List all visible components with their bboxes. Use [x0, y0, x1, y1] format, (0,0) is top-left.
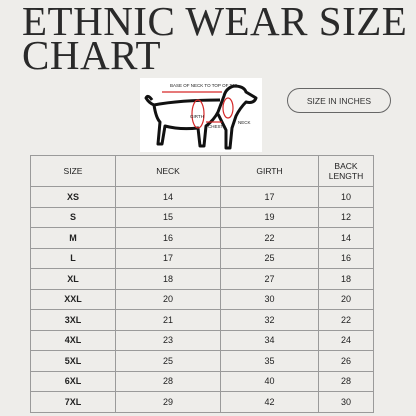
value-cell: 21 — [115, 309, 221, 331]
value-cell: 40 — [220, 370, 319, 392]
column-header: NECK — [115, 155, 221, 187]
size-cell: 6XL — [30, 370, 116, 392]
value-cell: 20 — [115, 288, 221, 310]
table-row: 4XL 23 34 24 — [30, 329, 374, 351]
value-cell: 35 — [220, 350, 319, 372]
value-cell: 34 — [220, 329, 319, 351]
value-cell: 23 — [115, 329, 221, 351]
neck-loop — [222, 97, 234, 119]
size-cell: XS — [30, 186, 116, 208]
value-cell: 18 — [115, 268, 221, 290]
dog-back — [153, 98, 221, 107]
table-body: XS 14 17 10 S 15 19 12 M 16 22 14 L 17 25 16 XL 18 27 18 XXL… — [30, 186, 374, 413]
table-row: 3XL 21 32 22 — [30, 309, 374, 331]
value-cell: 22 — [318, 309, 374, 331]
table-row: XL 18 27 18 — [30, 268, 374, 290]
value-cell: 19 — [220, 206, 319, 228]
size-cell: 3XL — [30, 309, 116, 331]
header-row: SIZE NECK GIRTH BACK LENGTH — [30, 155, 374, 187]
value-cell: 28 — [318, 370, 374, 392]
dog-diagram: BASE OF NECK TO TOP OF TAIL GIRTH CHEST … — [140, 78, 262, 152]
value-cell: 32 — [220, 309, 319, 331]
dog-outline — [144, 84, 258, 150]
diagram-label: BASE OF NECK TO TOP OF TAIL — [170, 83, 239, 88]
column-header: SIZE — [30, 155, 116, 187]
size-cell: L — [30, 247, 116, 269]
value-cell: 22 — [220, 227, 319, 249]
value-cell: 42 — [220, 391, 319, 413]
value-cell: 25 — [220, 247, 319, 269]
value-cell: 12 — [318, 206, 374, 228]
column-header: BACK LENGTH — [318, 155, 374, 187]
value-cell: 30 — [220, 288, 319, 310]
girth-loop — [191, 99, 205, 129]
table-row: M 16 22 14 — [30, 227, 374, 249]
table-row: XXL 20 30 20 — [30, 288, 374, 310]
diagram-label: GIRTH — [190, 114, 204, 119]
table-row: L 17 25 16 — [30, 247, 374, 269]
size-cell: XXL — [30, 288, 116, 310]
value-cell: 30 — [318, 391, 374, 413]
size-cell: 7XL — [30, 391, 116, 413]
value-cell: 10 — [318, 186, 374, 208]
value-cell: 20 — [318, 288, 374, 310]
table-row: 6XL 28 40 28 — [30, 370, 374, 392]
size-cell: 4XL — [30, 329, 116, 351]
value-cell: 29 — [115, 391, 221, 413]
value-cell: 17 — [115, 247, 221, 269]
value-cell: 17 — [220, 186, 319, 208]
size-cell: M — [30, 227, 116, 249]
size-table: SIZE NECK GIRTH BACK LENGTH XS 14 17 10 S 15 19 12… — [30, 155, 374, 413]
value-cell: 16 — [318, 247, 374, 269]
table-row: 5XL 25 35 26 — [30, 350, 374, 372]
value-cell: 18 — [318, 268, 374, 290]
value-cell: 24 — [318, 329, 374, 351]
diagram-background — [140, 78, 262, 152]
table-row: 7XL 29 42 30 — [30, 391, 374, 413]
table-row: S 15 19 12 — [30, 206, 374, 228]
value-cell: 14 — [115, 186, 221, 208]
value-cell: 25 — [115, 350, 221, 372]
diagram-label: NECK — [238, 120, 251, 125]
column-header: GIRTH — [220, 155, 319, 187]
value-cell: 27 — [220, 268, 319, 290]
unit-button[interactable]: SIZE IN INCHES — [287, 88, 391, 113]
table-row: XS 14 17 10 — [30, 186, 374, 208]
value-cell: 15 — [115, 206, 221, 228]
value-cell: 14 — [318, 227, 374, 249]
size-cell: 5XL — [30, 350, 116, 372]
title: ETHNIC WEAR SIZE CHART — [22, 0, 408, 78]
value-cell: 16 — [115, 227, 221, 249]
value-cell: 28 — [115, 370, 221, 392]
diagram-label: CHEST — [208, 124, 224, 129]
size-cell: XL — [30, 268, 116, 290]
value-cell: 26 — [318, 350, 374, 372]
size-cell: S — [30, 206, 116, 228]
